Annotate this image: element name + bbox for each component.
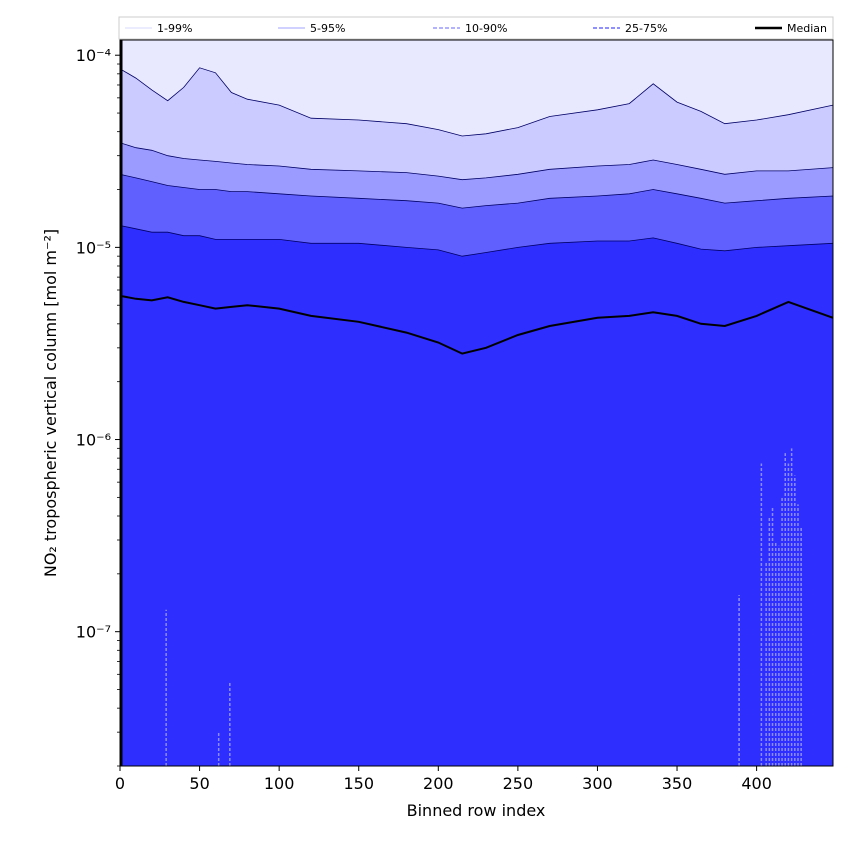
edge-10-90% xyxy=(119,142,834,181)
y-axis-title: NO₂ tropospheric vertical column [mol m⁻… xyxy=(41,229,60,577)
series-lines xyxy=(119,67,834,355)
legend-label: 10-90% xyxy=(465,22,507,35)
x-tick-label: 350 xyxy=(662,774,693,793)
y-tick-label: 10⁻⁶ xyxy=(76,431,111,450)
x-tick-label: 250 xyxy=(503,774,534,793)
x-tick-label: 300 xyxy=(582,774,613,793)
low-value-spikes xyxy=(165,448,802,766)
plot-frame xyxy=(119,39,834,767)
x-axis-title: Binned row index xyxy=(407,801,546,820)
x-tick-label: 50 xyxy=(189,774,209,793)
legend-label: 1-99% xyxy=(157,22,192,35)
x-tick-label: 400 xyxy=(741,774,772,793)
x-tick-label: 150 xyxy=(343,774,374,793)
y-tick-label: 10⁻⁵ xyxy=(76,238,111,257)
percentile-bands xyxy=(120,40,833,767)
legend-label: 5-95% xyxy=(310,22,345,35)
band-median-band xyxy=(120,225,833,766)
legend-box xyxy=(118,16,834,40)
legend-label: Median xyxy=(787,22,827,35)
edge-median-band xyxy=(119,225,834,257)
edge-25-75% xyxy=(119,173,834,209)
legend: 1-99% 5-95% 10-90% 25-75% Median xyxy=(118,16,834,40)
x-tick-label: 0 xyxy=(115,774,125,793)
x-axis: 0 50 100 150 200 250 300 350 400 xyxy=(115,766,772,793)
x-tick-label: 100 xyxy=(264,774,295,793)
x-tick-label: 200 xyxy=(423,774,454,793)
edge-5-95% xyxy=(119,67,834,137)
plot-area xyxy=(119,39,834,767)
median-line xyxy=(119,294,834,355)
legend-label: 25-75% xyxy=(625,22,667,35)
y-tick-label: 10⁻⁴ xyxy=(76,46,111,65)
y-tick-label: 10⁻⁷ xyxy=(76,623,111,642)
y-axis: 10⁻⁷ 10⁻⁶ 10⁻⁵ 10⁻⁴ xyxy=(76,46,120,767)
